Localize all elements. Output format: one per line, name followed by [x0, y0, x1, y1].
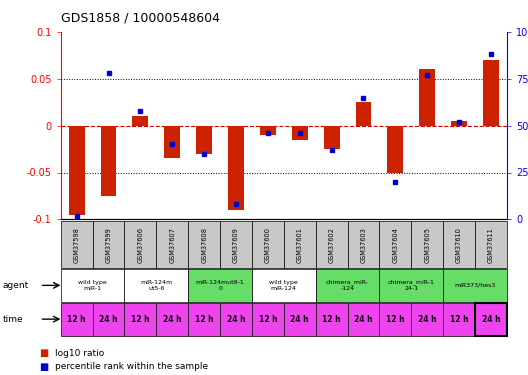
Text: GSM37605: GSM37605: [424, 226, 430, 262]
Bar: [252, 303, 284, 336]
Text: wild type
miR-1: wild type miR-1: [78, 280, 107, 291]
Bar: [316, 269, 380, 302]
Text: miR-124m
ut5-6: miR-124m ut5-6: [140, 280, 172, 291]
Bar: [316, 221, 347, 268]
Bar: [61, 269, 125, 302]
Bar: [411, 221, 443, 268]
Text: GSM37599: GSM37599: [106, 227, 111, 262]
Bar: [451, 121, 467, 126]
Bar: [188, 303, 220, 336]
Text: GSM37611: GSM37611: [488, 227, 494, 262]
Text: chimera_miR-
-124: chimera_miR- -124: [326, 280, 369, 291]
Bar: [284, 221, 316, 268]
Bar: [61, 303, 92, 336]
Bar: [292, 126, 308, 140]
Bar: [220, 221, 252, 268]
Text: 24 h: 24 h: [163, 315, 182, 324]
Text: 24 h: 24 h: [482, 315, 500, 324]
Text: GSM37598: GSM37598: [73, 227, 80, 262]
Bar: [411, 303, 443, 336]
Bar: [443, 269, 507, 302]
Bar: [483, 60, 499, 126]
Bar: [61, 221, 92, 268]
Bar: [92, 303, 125, 336]
Bar: [252, 269, 316, 302]
Text: GSM37608: GSM37608: [201, 226, 207, 262]
Text: log10 ratio: log10 ratio: [55, 349, 105, 358]
Text: GSM37602: GSM37602: [328, 226, 335, 262]
Bar: [69, 126, 84, 214]
Bar: [355, 102, 371, 126]
Bar: [228, 126, 244, 210]
Bar: [316, 303, 347, 336]
Bar: [380, 221, 411, 268]
Text: GSM37609: GSM37609: [233, 227, 239, 262]
Bar: [133, 116, 148, 126]
Text: 12 h: 12 h: [259, 315, 277, 324]
Bar: [188, 221, 220, 268]
Bar: [100, 126, 117, 196]
Bar: [196, 126, 212, 154]
Bar: [388, 126, 403, 172]
Text: time: time: [3, 315, 23, 324]
Bar: [324, 126, 340, 149]
Text: ■: ■: [40, 348, 49, 358]
Bar: [443, 221, 475, 268]
Text: 24 h: 24 h: [290, 315, 309, 324]
Text: miR373/hes3: miR373/hes3: [454, 283, 496, 288]
Bar: [220, 303, 252, 336]
Text: chimera_miR-1
24-1: chimera_miR-1 24-1: [388, 280, 435, 291]
Bar: [252, 221, 284, 268]
Bar: [419, 69, 435, 126]
Bar: [284, 303, 316, 336]
Text: wild type
miR-124: wild type miR-124: [269, 280, 298, 291]
Bar: [188, 269, 252, 302]
Bar: [125, 269, 188, 302]
Text: GSM37607: GSM37607: [169, 226, 175, 262]
Text: 12 h: 12 h: [195, 315, 213, 324]
Bar: [475, 221, 507, 268]
Text: GSM37600: GSM37600: [265, 226, 271, 262]
Text: GSM37604: GSM37604: [392, 226, 398, 262]
Text: ■: ■: [40, 362, 49, 372]
Text: 12 h: 12 h: [450, 315, 468, 324]
Bar: [125, 303, 156, 336]
Text: miR-124mut9-1
0: miR-124mut9-1 0: [196, 280, 244, 291]
Text: 24 h: 24 h: [418, 315, 437, 324]
Bar: [475, 303, 507, 336]
Bar: [125, 221, 156, 268]
Text: GDS1858 / 10000548604: GDS1858 / 10000548604: [61, 11, 220, 24]
Bar: [164, 126, 180, 158]
Text: 12 h: 12 h: [322, 315, 341, 324]
Text: GSM37610: GSM37610: [456, 227, 462, 262]
Bar: [380, 269, 443, 302]
Text: 12 h: 12 h: [131, 315, 150, 324]
Text: 12 h: 12 h: [386, 315, 404, 324]
Bar: [156, 221, 188, 268]
Bar: [347, 221, 380, 268]
Text: 12 h: 12 h: [68, 315, 86, 324]
Bar: [92, 221, 125, 268]
Text: 24 h: 24 h: [354, 315, 373, 324]
Text: 24 h: 24 h: [227, 315, 246, 324]
Bar: [260, 126, 276, 135]
Text: GSM37601: GSM37601: [297, 227, 303, 262]
Bar: [443, 303, 475, 336]
Bar: [380, 303, 411, 336]
Text: percentile rank within the sample: percentile rank within the sample: [55, 362, 209, 371]
Text: GSM37603: GSM37603: [361, 227, 366, 262]
Bar: [156, 303, 188, 336]
Text: GSM37606: GSM37606: [137, 226, 144, 262]
Text: agent: agent: [3, 281, 29, 290]
Text: 24 h: 24 h: [99, 315, 118, 324]
Bar: [347, 303, 380, 336]
